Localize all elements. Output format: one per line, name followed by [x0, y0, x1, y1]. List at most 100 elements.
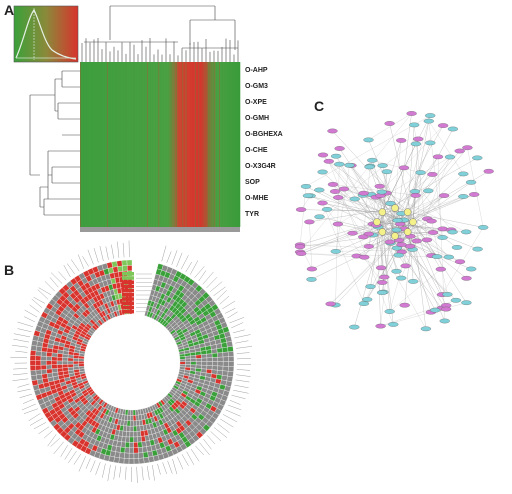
- circular-label-stub: [217, 423, 230, 433]
- heatmap-column: [203, 62, 204, 227]
- circular-cell: [40, 364, 47, 370]
- circular-cell: [62, 360, 68, 365]
- heatmap-column: [96, 62, 97, 227]
- network-edge: [330, 195, 445, 305]
- circular-label-stub: [78, 254, 84, 269]
- heatmap-column: [129, 62, 131, 227]
- panel-a-label: A: [4, 2, 15, 18]
- heatmap-column: [153, 62, 155, 227]
- heatmap-column: [84, 62, 86, 227]
- panel-c-label: C: [314, 98, 325, 114]
- network-edge: [382, 157, 478, 213]
- heatmap-column: [204, 62, 206, 227]
- network-node: [409, 122, 420, 128]
- network-node: [330, 249, 341, 254]
- heatmap-column: [91, 62, 92, 227]
- network-node: [396, 242, 407, 247]
- network-edge: [375, 125, 444, 198]
- circular-label-stub: [209, 281, 223, 292]
- network-edge: [322, 154, 448, 295]
- network-edge: [307, 195, 414, 223]
- network-node: [327, 128, 338, 134]
- circular-cell: [217, 356, 224, 362]
- circular-cell: [40, 355, 47, 361]
- circular-label-stub: [190, 448, 200, 462]
- heatmap-column: [240, 62, 241, 227]
- circular-cell: [126, 259, 133, 266]
- heatmap-column: [124, 62, 126, 227]
- circular-label-stub: [50, 438, 60, 447]
- row-label: O-GM3: [245, 83, 268, 90]
- network-node: [294, 244, 306, 250]
- circular-cell: [211, 365, 218, 371]
- circular-label-stub: [233, 390, 249, 394]
- color-key-histogram: [13, 5, 79, 63]
- network-node: [364, 164, 375, 170]
- network-edge: [412, 221, 441, 270]
- circular-label-stub: [23, 408, 39, 414]
- circular-cell: [212, 361, 218, 367]
- circular-label-stub: [231, 395, 246, 399]
- network-node: [408, 279, 419, 284]
- heatmap-column: [212, 62, 214, 227]
- heatmap-column: [188, 62, 190, 227]
- circular-cell: [67, 357, 74, 362]
- circular-label-stub: [213, 427, 228, 438]
- circular-cell: [62, 367, 69, 372]
- circular-cell: [123, 458, 130, 465]
- network-node: [302, 193, 314, 199]
- heatmap-column: [220, 62, 222, 227]
- row-label: O-CHE: [245, 147, 268, 154]
- network-hub-node: [378, 228, 387, 236]
- heatmap-column: [140, 62, 142, 227]
- heatmap-column: [225, 62, 227, 227]
- heatmap-column: [89, 62, 91, 227]
- circular-label-stub: [64, 448, 73, 460]
- circular-cell: [179, 358, 186, 362]
- circular-label-stub: [171, 250, 178, 265]
- circular-cell: [206, 361, 213, 366]
- circular-label-stub: [162, 462, 167, 475]
- heatmap-column: [233, 62, 235, 227]
- circular-cell: [228, 361, 235, 367]
- circular-label-stub: [186, 451, 195, 465]
- network-node: [447, 229, 458, 235]
- circular-cell: [46, 368, 53, 374]
- circular-label-stub: [227, 404, 242, 411]
- circular-cell: [129, 442, 134, 448]
- network-edge: [389, 123, 414, 223]
- circular-label-stub: [161, 245, 167, 262]
- network-node: [420, 326, 432, 332]
- network-node: [437, 123, 449, 128]
- circular-label-stub: [176, 252, 183, 267]
- row-label: O-GMH: [245, 115, 270, 122]
- network-edge: [305, 115, 431, 187]
- network-node: [451, 245, 463, 250]
- circular-label-stub: [216, 290, 227, 301]
- network-node: [375, 265, 387, 271]
- circular-label-stub: [17, 388, 31, 393]
- circular-cell: [129, 436, 134, 443]
- circular-cell: [62, 364, 69, 369]
- network-edge: [412, 138, 419, 223]
- circular-label-stub: [177, 456, 184, 470]
- heatmap-column: [227, 62, 228, 227]
- network-edge: [337, 156, 451, 225]
- circular-cell: [201, 357, 208, 362]
- network-node: [409, 189, 421, 194]
- circular-label-stub: [206, 435, 216, 445]
- network-node: [427, 172, 438, 177]
- heatmap-column: [187, 62, 188, 227]
- circular-label-stub: [152, 464, 155, 481]
- circular-label-stub: [236, 369, 251, 371]
- circular-cell: [142, 446, 148, 453]
- circular-cell: [125, 431, 131, 438]
- circular-label-stub: [113, 465, 116, 480]
- circular-cell: [46, 360, 52, 366]
- network-node: [306, 277, 317, 282]
- circular-label-stub: [157, 463, 161, 475]
- network-edge: [301, 253, 449, 258]
- network-node: [461, 229, 472, 235]
- network-node: [415, 170, 426, 175]
